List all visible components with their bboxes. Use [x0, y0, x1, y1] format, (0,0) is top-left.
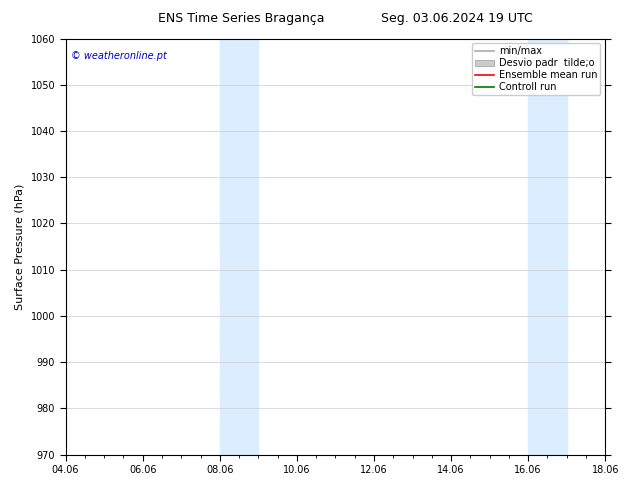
- Text: ENS Time Series Bragança: ENS Time Series Bragança: [158, 12, 324, 25]
- Y-axis label: Surface Pressure (hPa): Surface Pressure (hPa): [15, 183, 25, 310]
- Text: © weatheronline.pt: © weatheronline.pt: [71, 51, 167, 61]
- Text: Seg. 03.06.2024 19 UTC: Seg. 03.06.2024 19 UTC: [380, 12, 533, 25]
- Legend: min/max, Desvio padr  tilde;o, Ensemble mean run, Controll run: min/max, Desvio padr tilde;o, Ensemble m…: [472, 44, 600, 95]
- Bar: [220, 39, 258, 455]
- Bar: [528, 39, 567, 455]
